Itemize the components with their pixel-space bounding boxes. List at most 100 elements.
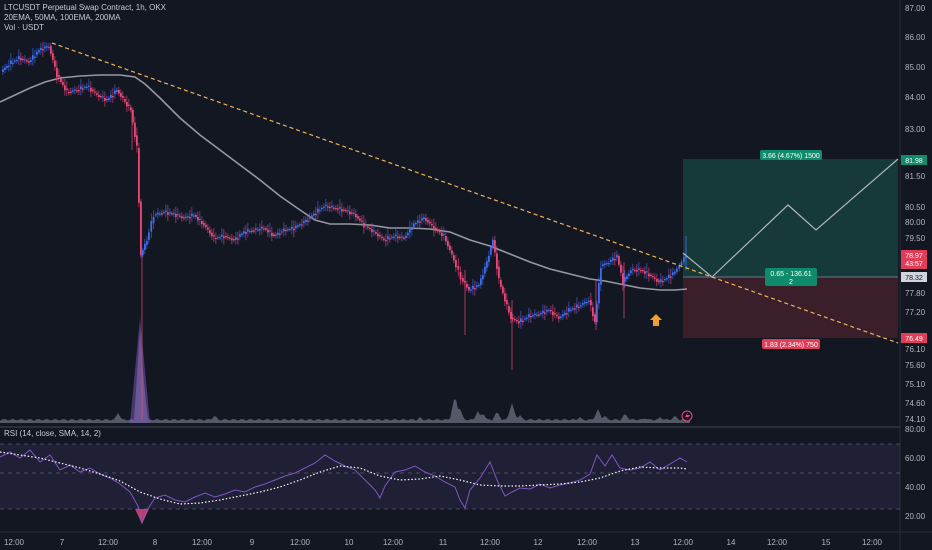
candle-body (335, 208, 337, 210)
rsi-legend[interactable]: RSI (14, close, SMA, 14, 2) (4, 429, 101, 438)
candle-body (10, 60, 12, 64)
candle-body (78, 90, 80, 92)
candle-body (626, 276, 628, 279)
candle-body (201, 221, 203, 225)
candle-body (439, 231, 441, 233)
candle-body (241, 233, 243, 236)
candle-body (588, 300, 590, 303)
candle-body (419, 221, 421, 223)
candle-body (568, 308, 570, 312)
candle-body (638, 268, 640, 270)
candle-body (562, 314, 564, 317)
candle-body (650, 274, 652, 277)
candle-body (72, 90, 74, 92)
volume-legend[interactable]: Vol · USDT (4, 23, 45, 32)
candle-body (32, 55, 34, 60)
candle-body (425, 218, 427, 221)
candle-body (249, 231, 251, 233)
candle-body (257, 229, 259, 231)
candle-body (181, 216, 183, 219)
candle-body (558, 316, 560, 319)
candle-body (435, 228, 437, 230)
time-tick-label: 13 (631, 538, 640, 547)
candle-body (325, 204, 327, 206)
rsi-tick-label: 80.00 (905, 425, 926, 434)
candle-body (128, 104, 130, 106)
candle-body (413, 223, 415, 227)
candle-body (283, 228, 285, 232)
lightning-icon[interactable] (681, 410, 693, 422)
price-tick-label: 86.00 (905, 33, 926, 42)
candle-body (556, 314, 558, 317)
candle-body (666, 278, 668, 280)
candle-body (538, 314, 540, 316)
svg-text:78.32: 78.32 (905, 275, 923, 282)
candle-body (482, 275, 484, 280)
stop-zone[interactable] (683, 277, 898, 338)
candle-body (14, 60, 16, 62)
candle-body (265, 228, 267, 230)
candle-body (146, 241, 148, 245)
candle-body (76, 90, 78, 92)
candle-body (522, 320, 524, 322)
long-position-tool[interactable] (683, 159, 898, 338)
descending-trendline[interactable] (51, 42, 899, 344)
candle-body (640, 270, 642, 272)
candle-body (142, 249, 144, 255)
candle-body (656, 279, 658, 282)
price-tick-label: 74.10 (905, 415, 926, 424)
candle-body (608, 262, 610, 265)
candle-body (301, 224, 303, 226)
candle-body (138, 148, 140, 203)
candle-body (24, 59, 26, 61)
price-tick-label: 76.10 (905, 345, 926, 354)
symbol-title[interactable]: LTCUSDT Perpetual Swap Contract, 1h, OKX (4, 3, 166, 12)
candle-body (237, 238, 239, 240)
candle-body (90, 87, 92, 92)
candle-body (470, 289, 472, 291)
candle-body (227, 236, 229, 238)
candle-body (197, 217, 199, 221)
candle-body (616, 255, 618, 258)
projection-path[interactable] (682, 158, 899, 278)
entry-label-text-1: 0.65 - 136.61 (770, 271, 811, 278)
candle-body (337, 208, 339, 210)
candle-body (18, 56, 20, 60)
indicator-legend[interactable]: 20EMA, 50MA, 100EMA, 200MA (4, 13, 121, 22)
candle-body (421, 218, 423, 221)
candle-body (26, 60, 28, 62)
candle-body (478, 284, 480, 287)
candle-body (550, 310, 552, 312)
candlesticks (2, 41, 687, 420)
candle-body (391, 236, 393, 239)
candle-body (365, 224, 367, 227)
up-arrow-marker[interactable] (650, 314, 662, 326)
candle-body (474, 288, 476, 290)
rsi-tick-label: 20.00 (905, 512, 926, 521)
candle-body (98, 95, 100, 98)
candle-body (636, 270, 638, 272)
time-tick-label: 12:00 (4, 538, 25, 547)
candle-body (492, 239, 494, 248)
candle-body (411, 228, 413, 230)
candle-body (554, 313, 556, 315)
candle-body (534, 313, 536, 316)
candle-body (44, 46, 46, 49)
target-zone[interactable] (683, 159, 898, 277)
candle-body (114, 90, 116, 94)
candle-body (508, 306, 510, 313)
candle-body (104, 98, 106, 101)
candle-body (371, 229, 373, 233)
candle-body (369, 227, 371, 229)
candle-body (211, 232, 213, 237)
candle-body (612, 257, 614, 261)
price-tick-label: 77.80 (905, 289, 926, 298)
candle-body (259, 229, 261, 231)
svg-text:78.97: 78.97 (905, 253, 923, 260)
candle-body (490, 247, 492, 255)
candle-body (213, 235, 215, 237)
rsi-tick-label: 40.00 (905, 483, 926, 492)
candle-body (269, 230, 271, 232)
candle-body (373, 230, 375, 232)
